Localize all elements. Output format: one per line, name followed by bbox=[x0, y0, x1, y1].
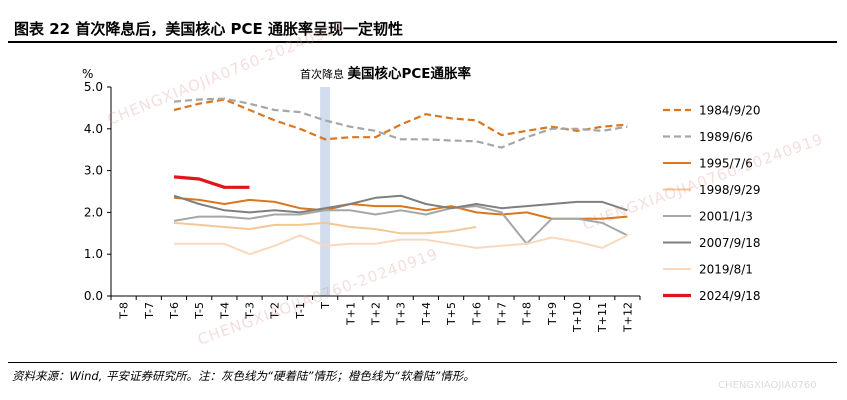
x-tick-label: T-4 bbox=[218, 302, 231, 320]
watermark: CHENGXIAOJIA0760 bbox=[718, 380, 817, 391]
y-tick-label: 4.0 bbox=[84, 122, 103, 136]
series-line-1998-9-29 bbox=[173, 221, 477, 235]
series-line-1995-7-6 bbox=[173, 196, 628, 220]
chart-title: 首次降息 美国核心PCE通胀率 bbox=[300, 65, 472, 82]
chart-title-prefix: 首次降息 bbox=[300, 67, 348, 81]
x-tick-label: T+5 bbox=[445, 302, 458, 326]
x-tick-label: T+2 bbox=[370, 302, 383, 326]
legend-label: 2024/9/18 bbox=[699, 289, 761, 303]
figure-header: 图表 22 首次降息后，美国核心 PCE 通胀率呈现一定韧性 bbox=[8, 12, 837, 42]
x-tick-label: T-7 bbox=[143, 302, 156, 320]
x-tick-label: T bbox=[319, 302, 332, 310]
figure-title: 图表 22 首次降息后，美国核心 PCE 通胀率呈现一定韧性 bbox=[14, 20, 404, 38]
x-tick-label: T+3 bbox=[395, 302, 408, 326]
header-rule bbox=[8, 41, 837, 43]
x-tick-label: T-5 bbox=[193, 302, 206, 320]
source-note: 资料来源：Wind, 平安证券研究所。注：灰色线为“硬着陆”情形；橙色线为“软着… bbox=[12, 369, 475, 383]
series-line-1989-6-6 bbox=[173, 97, 628, 149]
x-tick-label: T+6 bbox=[470, 302, 483, 326]
legend-label: 1989/6/6 bbox=[699, 130, 753, 144]
x-tick-label: T+7 bbox=[495, 302, 508, 326]
x-tick-label: T-1 bbox=[294, 302, 307, 320]
x-tick-label: T+9 bbox=[546, 302, 559, 326]
x-tick-label: T-8 bbox=[118, 302, 131, 320]
y-tick-label: 5.0 bbox=[84, 80, 103, 94]
watermark: CHENGXIAOJIA0760-20240919 bbox=[195, 245, 440, 349]
series-line-2019-8-1 bbox=[174, 234, 628, 256]
legend-label: 1984/9/20 bbox=[699, 104, 761, 118]
series-line-2024-9-18 bbox=[173, 175, 250, 189]
x-tick-label: T+4 bbox=[420, 302, 433, 326]
y-tick-label: 1.0 bbox=[84, 247, 103, 261]
legend-label: 2019/8/1 bbox=[699, 263, 753, 277]
x-tick-label: T+11 bbox=[596, 302, 609, 333]
legend-label: 1995/7/6 bbox=[699, 157, 753, 171]
y-axis-unit: % bbox=[82, 67, 93, 81]
legend-label: 2001/1/3 bbox=[699, 210, 753, 224]
x-tick-label: T-3 bbox=[244, 302, 257, 320]
y-tick-label: 3.0 bbox=[84, 164, 103, 178]
x-tick-label: T+8 bbox=[521, 302, 534, 326]
footer-rule bbox=[8, 362, 837, 363]
series-line-2001-1-3 bbox=[173, 205, 628, 245]
y-tick-label: 0.0 bbox=[84, 289, 103, 303]
legend-label: 1998/9/29 bbox=[699, 183, 761, 197]
x-tick-label: T+1 bbox=[344, 302, 357, 326]
y-tick-label: 2.0 bbox=[84, 205, 103, 219]
x-tick-label: T-6 bbox=[168, 302, 181, 320]
x-tick-label: T+12 bbox=[621, 302, 634, 333]
x-tick-label: T-2 bbox=[269, 302, 282, 320]
series-line-2007-9-18 bbox=[173, 194, 628, 214]
legend-label: 2007/9/18 bbox=[699, 236, 761, 250]
series-line-1984-9-20 bbox=[173, 98, 628, 141]
highlight-band bbox=[320, 87, 331, 296]
chart-title-main: 美国核心PCE通胀率 bbox=[348, 65, 472, 82]
x-tick-label: T+10 bbox=[571, 302, 584, 333]
